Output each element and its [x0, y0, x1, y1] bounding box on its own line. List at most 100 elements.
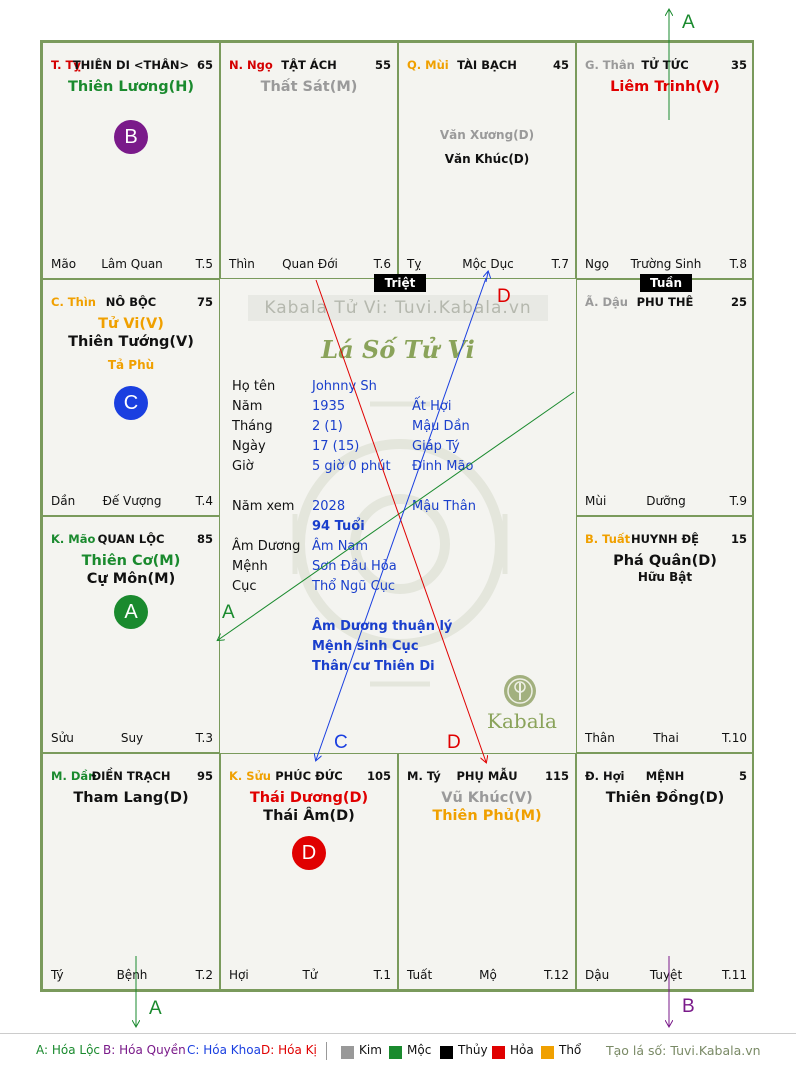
footer-term: T.3 — [195, 731, 213, 745]
palace-code: N. Ngọ — [229, 58, 273, 72]
footer-branch: Dần — [51, 494, 76, 508]
palace-name: TỬ TỨC — [641, 58, 689, 72]
palace-name: NÔ BỘC — [105, 295, 157, 309]
circle-b-marker: B — [114, 120, 148, 154]
cuc-value: Thổ Ngũ Cục — [312, 579, 396, 594]
palace-cell-mui: Q. Mùi TÀI BẠCH 45 Văn Xương(D) Văn Khúc(D) … — [398, 42, 576, 279]
major-stars: Thiên Đồng(D) — [577, 789, 753, 807]
minor-star: Hữu Bật — [637, 570, 693, 584]
palace-age: 35 — [730, 58, 747, 72]
footer-term: T.9 — [729, 494, 747, 508]
label-a-bottom: A — [149, 998, 162, 1019]
major-stars: Thiên Cơ(M) Cự Môn(M) — [43, 552, 219, 588]
arrow-c-diagonal — [316, 277, 487, 760]
triet-badge: Triệt — [374, 274, 426, 292]
palace-age: 85 — [196, 532, 213, 546]
palace-footer: Thân Thai T.10 — [585, 731, 747, 745]
palace-code: Ã. Dậu — [585, 295, 628, 309]
chart-title: Lá Số Tử Vi — [321, 335, 475, 364]
arrow-a-diagonal — [218, 391, 575, 640]
footer-branch: Tuất — [407, 968, 433, 982]
footer-branch: Sửu — [51, 731, 74, 745]
footer-branch: Dậu — [585, 968, 610, 982]
major-stars: Tử Vi(V) Thiên Tướng(V) — [43, 315, 219, 351]
major-star: Thái Dương(D) — [249, 790, 369, 806]
palace-footer: Tý Bệnh T.2 — [51, 968, 213, 982]
palace-code: Đ. Hợi — [585, 769, 625, 783]
palace-footer: Dậu Tuyệt T.11 — [585, 968, 747, 982]
footer-branch: Thân — [585, 731, 615, 745]
day-can: Giáp Tý — [412, 439, 460, 454]
palace-code: M. Dần — [51, 769, 97, 783]
footer-term: T.2 — [195, 968, 213, 982]
footer-term: T.10 — [722, 731, 747, 745]
label-d-top: D — [497, 286, 511, 307]
arrow-c-top — [486, 272, 488, 283]
palace-name: ĐIỀN TRẠCH — [91, 769, 171, 783]
legend-kim: Kim — [359, 1043, 382, 1057]
footer-branch: Thìn — [229, 257, 255, 271]
palace-code: T. Tỵ — [51, 58, 81, 72]
label-b-bottom: B — [682, 996, 695, 1017]
palace-cell-mao: K. Mão QUAN LỘC 85 Thiên Cơ(M) Cự Môn(M) Sửu… — [42, 516, 220, 753]
center-panel: Kabala Tử Vi: Tuvi.Kabala.vn Lá Số Tử Vi… — [220, 279, 576, 753]
footer-branch: Mùi — [585, 494, 607, 508]
palace-age: 65 — [196, 58, 213, 72]
footer-term: T.11 — [722, 968, 747, 982]
kabala-logo-icon — [504, 675, 536, 707]
palace-cell-ngo: N. Ngọ TẬT ÁCH 55 Thất Sát(M) Thìn Quan Đới… — [220, 42, 398, 279]
palace-footer: Dần Đế Vượng T.4 — [51, 494, 213, 508]
palace-footer: Mùi Dưỡng T.9 — [585, 494, 747, 508]
footer-stage: Bệnh — [116, 968, 148, 982]
legend-moc: Mộc — [407, 1043, 432, 1057]
palace-name: THIÊN DI <THÂN> — [72, 58, 190, 72]
palace-cell-tuat: B. Tuất HUYNH ĐỆ 15 Phá Quân(D) Hữu Bật Thân… — [576, 516, 754, 753]
kim-swatch — [341, 1046, 354, 1059]
palace-code: B. Tuất — [585, 532, 631, 546]
palace-footer: Ngọ Trường Sinh T.8 — [585, 257, 747, 271]
palace-footer: Tuất Mộ T.12 — [407, 968, 569, 982]
view-year-can: Mậu Thân — [412, 499, 476, 514]
major-stars: Thái Dương(D) Thái Âm(D) — [221, 789, 397, 825]
circle-d-marker: D — [292, 836, 326, 870]
palace-code: K. Sửu — [229, 769, 271, 783]
major-star: Thiên Phủ(M) — [432, 808, 542, 824]
major-star: Vũ Khúc(V) — [441, 790, 533, 806]
major-stars: Liêm Trinh(V) — [577, 78, 753, 96]
footer-stage: Tuyệt — [649, 968, 683, 982]
palace-age: 25 — [730, 295, 747, 309]
arrow-d-diagonal — [315, 279, 486, 762]
tuan-badge: Tuần — [640, 274, 692, 292]
footer-term: T.1 — [373, 968, 391, 982]
legend-hoa-quyen: B: Hóa Quyền — [103, 1043, 186, 1057]
minor-star: Tả Phù — [107, 358, 155, 372]
palace-age: 95 — [196, 769, 213, 783]
major-star: Thiên Tướng(V) — [68, 334, 194, 350]
minor-stars: Tả Phù — [43, 353, 219, 377]
palace-code: M. Tý — [407, 769, 441, 783]
legend-tho: Thổ — [559, 1043, 582, 1057]
age-value: 94 Tuổi — [312, 519, 365, 534]
major-star: Thất Sát(M) — [260, 79, 358, 95]
legend-divider — [0, 1033, 796, 1034]
palace-age: 45 — [552, 58, 569, 72]
footer-branch: Hợi — [229, 968, 249, 982]
palace-age: 115 — [544, 769, 569, 783]
footer-term: T.8 — [729, 257, 747, 271]
footer-stage: Suy — [120, 731, 144, 745]
month-value: 2 (1) — [312, 419, 343, 434]
major-stars: Tham Lang(D) — [43, 789, 219, 807]
palace-code: G. Thân — [585, 58, 635, 72]
hoa-swatch — [492, 1046, 505, 1059]
palace-footer: Hợi Tử T.1 — [229, 968, 391, 982]
footer-stage: Lâm Quan — [101, 257, 163, 271]
month-label: Tháng — [232, 419, 273, 434]
palace-name: QUAN LỘC — [97, 532, 165, 546]
major-star: Cự Môn(M) — [86, 571, 176, 587]
amduong-value: Âm Nam — [312, 539, 369, 554]
palace-age: 55 — [374, 58, 391, 72]
palace-cell-suu: K. Sửu PHÚC ĐỨC 105 Thái Dương(D) Thái Âm(D)… — [220, 753, 398, 990]
palace-cell-hoi: Đ. Hợi MỆNH 5 Thiên Đồng(D) Dậu Tuyệt T.11 — [576, 753, 754, 990]
day-value: 17 (15) — [312, 439, 360, 454]
footer-stage: Quan Đới — [282, 257, 338, 271]
